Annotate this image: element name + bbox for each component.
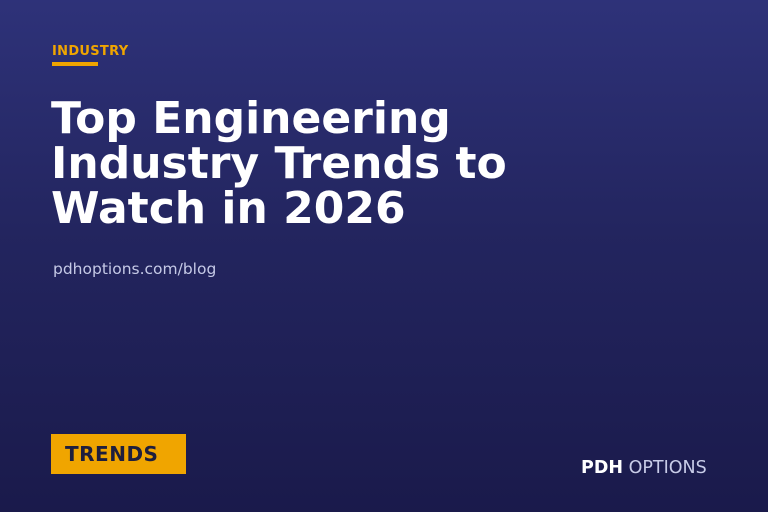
category-label: INDUSTRY	[52, 44, 129, 59]
title-line: Watch in 2026	[51, 183, 406, 234]
title: Top Engineering Industry Trends to Watch…	[51, 96, 507, 231]
tag-badge: TRENDS	[51, 434, 186, 474]
brand-light: OPTIONS	[628, 458, 707, 478]
brand: PDH OPTIONS	[581, 458, 707, 478]
title-line: Industry Trends to	[51, 138, 507, 189]
brand-bold: PDH	[581, 458, 623, 478]
title-line: Top Engineering	[51, 93, 451, 144]
category-underline	[52, 62, 98, 66]
url: pdhoptions.com/blog	[53, 260, 217, 278]
